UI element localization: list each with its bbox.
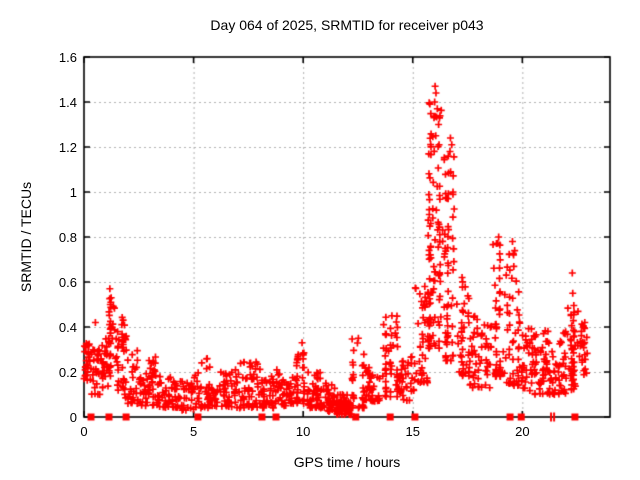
x-axis-label: GPS time / hours [293, 454, 401, 470]
x-tick-label: 5 [189, 424, 198, 439]
y-tick-label: 1 [69, 185, 77, 200]
y-tick-label: 0.8 [58, 230, 77, 245]
y-tick-label: 1.4 [58, 95, 77, 110]
x-tick-label: 20 [515, 424, 530, 439]
y-tick-label: 0.4 [58, 320, 77, 335]
y-tick-label: 1.2 [58, 140, 77, 155]
y-tick-label: 1.6 [58, 50, 77, 65]
y-tick-label: 0.2 [58, 365, 77, 380]
chart-title: Day 064 of 2025, SRMTID for receiver p04… [210, 17, 484, 33]
x-tick-label: 15 [405, 424, 420, 439]
x-tick-label: 10 [295, 424, 311, 439]
y-tick-label: 0 [69, 410, 77, 425]
x-tick-label: 0 [80, 424, 88, 439]
y-tick-label: 0.6 [58, 275, 77, 290]
